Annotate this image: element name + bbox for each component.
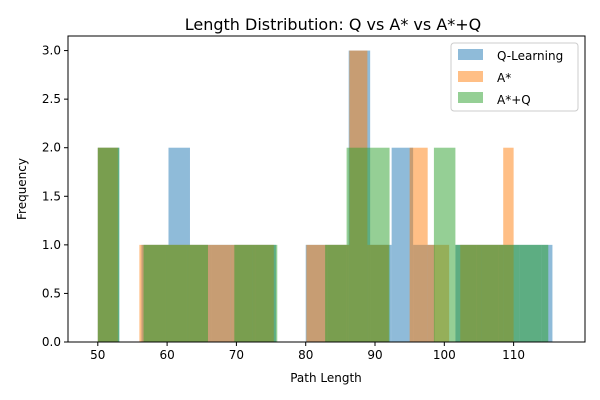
x-tick-label: 60 [159, 348, 174, 362]
bar-a-star-plus-q [541, 244, 549, 342]
bar-a-star-plus-q [433, 147, 456, 342]
legend-label-a-star-plus-q: A*+Q [497, 93, 531, 107]
bar-a-star-plus-q [476, 244, 499, 342]
chart-title: Length Distribution: Q vs A* vs A*+Q [185, 15, 482, 34]
bar-a-star-plus-q [255, 244, 278, 342]
bar-a-star-plus-q [234, 244, 256, 342]
bar-a-star-plus-q [325, 244, 347, 342]
x-tick-label: 110 [502, 348, 525, 362]
y-tick-label: 1.5 [42, 189, 61, 203]
bar-a-star-plus-q [165, 244, 187, 342]
legend: Q-Learning A* A*+Q [450, 42, 579, 112]
bar-q-learning [391, 147, 414, 342]
bar-a-star-plus-q [186, 244, 208, 342]
bar-a-star-plus-q [346, 147, 369, 342]
x-tick-label: 90 [367, 348, 382, 362]
y-tick-label: 3.0 [42, 44, 61, 58]
x-axis: 50 60 70 80 90 100 110 [90, 342, 525, 362]
x-tick-label: 80 [298, 348, 313, 362]
bar-a-star-plus-q [455, 244, 477, 342]
series-a-star-plus-q [97, 147, 549, 342]
x-tick-label: 70 [229, 348, 244, 362]
y-axis: 0.0 0.5 1.0 1.5 2.0 2.5 3.0 [42, 44, 68, 349]
legend-label-q-learning: Q-Learning [497, 49, 563, 63]
plot-frame [67, 35, 586, 343]
bar-a-star-plus-q [97, 147, 120, 342]
y-tick-label: 2.0 [42, 141, 61, 155]
legend-label-a-star: A* [497, 71, 511, 85]
bar-a-star [209, 244, 231, 342]
y-tick-label: 0.0 [42, 335, 61, 349]
bars-layer [97, 50, 553, 342]
bar-a-star-plus-q [519, 244, 542, 342]
x-axis-label: Path Length [290, 371, 362, 385]
bar-a-star [503, 147, 514, 342]
bar-a-star-plus-q [143, 244, 166, 342]
legend-swatch-a-star-plus-q [458, 92, 483, 103]
y-axis-label: Frequency [15, 158, 29, 220]
y-tick-label: 0.5 [42, 286, 61, 300]
x-tick-label: 50 [90, 348, 105, 362]
bar-a-star [306, 244, 328, 342]
bar-a-star-plus-q [498, 244, 520, 342]
bar-a-star [409, 147, 428, 342]
y-tick-label: 1.0 [42, 238, 61, 252]
bar-a-star-plus-q [368, 147, 390, 342]
legend-swatch-q-learning [458, 49, 483, 60]
x-tick-label: 100 [433, 348, 456, 362]
y-tick-label: 2.5 [42, 92, 61, 106]
legend-swatch-a-star [458, 71, 483, 82]
